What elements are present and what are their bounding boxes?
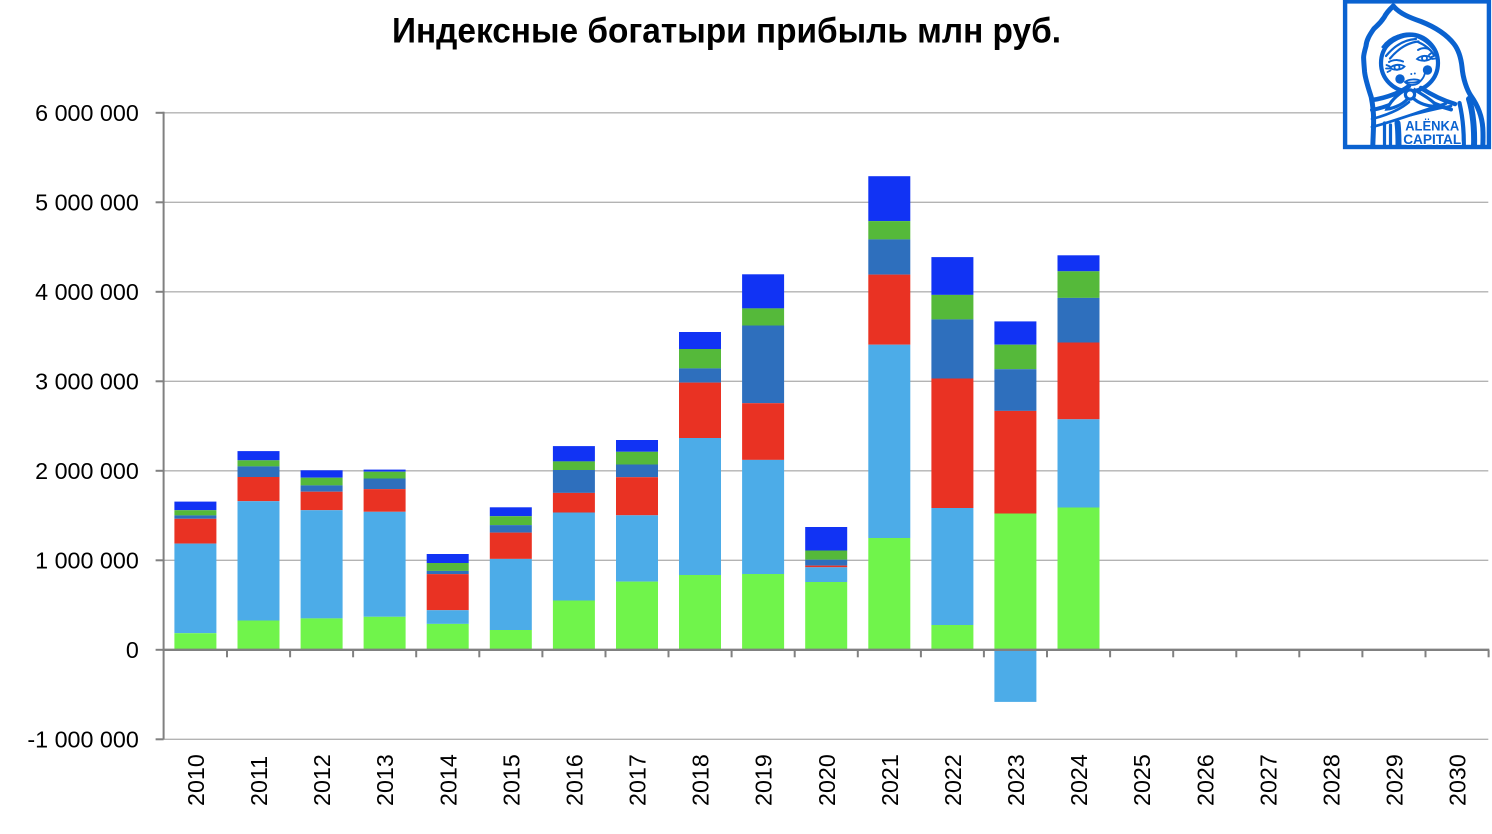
svg-text:Индексные богатыри прибыль млн: Индексные богатыри прибыль млн руб. [392,11,1061,51]
svg-text:2030: 2030 [1445,754,1471,806]
svg-text:CAPITAL: CAPITAL [1403,132,1461,148]
svg-text:2018: 2018 [688,754,714,806]
svg-text:ALËNKA: ALËNKA [1405,118,1459,135]
svg-text:2017: 2017 [625,754,651,806]
svg-text:2 000 000: 2 000 000 [35,458,139,484]
svg-text:-1 000 000: -1 000 000 [27,727,138,753]
svg-text:0: 0 [126,637,139,663]
svg-text:2015: 2015 [498,754,524,806]
svg-text:2024: 2024 [1066,754,1092,806]
svg-text:5 000 000: 5 000 000 [35,190,139,216]
svg-text:2026: 2026 [1192,754,1218,806]
svg-text:3 000 000: 3 000 000 [35,369,139,395]
svg-text:2019: 2019 [751,754,777,806]
svg-text:1 000 000: 1 000 000 [35,548,139,574]
svg-text:6 000 000: 6 000 000 [35,100,139,126]
svg-text:2016: 2016 [562,754,588,806]
svg-text:2020: 2020 [814,754,840,806]
svg-text:2025: 2025 [1129,754,1155,806]
svg-text:2014: 2014 [435,754,461,806]
svg-text:2027: 2027 [1255,754,1281,806]
svg-text:2022: 2022 [940,754,966,806]
svg-text:2029: 2029 [1382,754,1408,806]
svg-text:4 000 000: 4 000 000 [35,279,139,305]
svg-text:2013: 2013 [372,754,398,806]
svg-text:2028: 2028 [1318,754,1344,806]
svg-text:2023: 2023 [1003,754,1029,806]
svg-text:2011: 2011 [246,756,272,806]
svg-text:2021: 2021 [877,754,903,806]
svg-text:2012: 2012 [309,754,335,806]
svg-text:2010: 2010 [183,754,209,806]
